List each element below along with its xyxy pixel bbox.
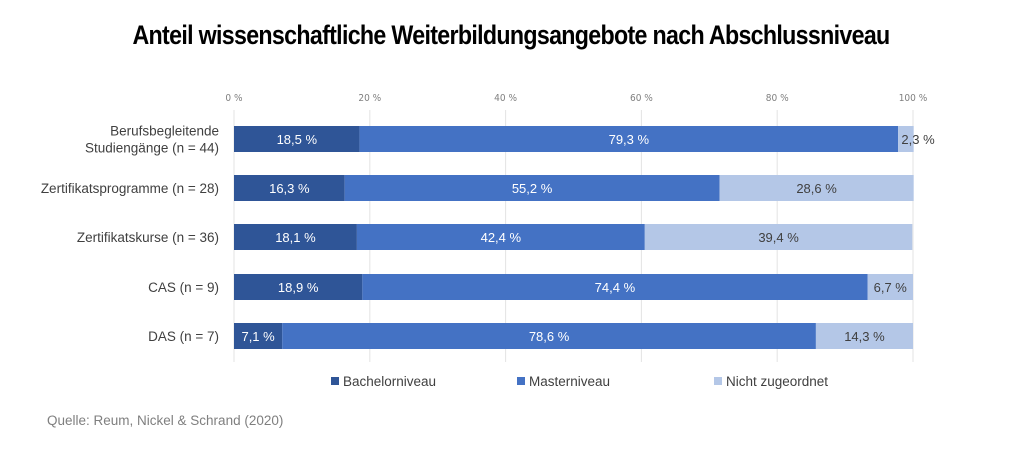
bar-segment-nicht-zugeordnet — [867, 274, 913, 300]
bar-segment-nicht-zugeordnet — [719, 175, 914, 201]
legend-label: Nicht zugeordnet — [726, 374, 828, 389]
category-label: Zertifikatskurse (n = 36) — [77, 230, 219, 245]
data-label: 39,4 % — [758, 230, 799, 245]
x-tick-label: 0 % — [225, 93, 243, 104]
data-label: 6,7 % — [874, 280, 908, 295]
legend-swatch — [331, 377, 339, 385]
legend-label: Bachelorniveau — [343, 374, 436, 389]
data-label: 42,4 % — [481, 230, 522, 245]
category-label: Zertifikatsprogramme (n = 28) — [41, 181, 219, 196]
data-label: 55,2 % — [512, 181, 553, 196]
bar-segment-nicht-zugeordnet — [815, 323, 913, 349]
bars — [234, 126, 914, 349]
category-labels: Berufsbegleitende Studiengänge (n = 44) Ze… — [41, 124, 219, 345]
data-labels: 18,5 % 79,3 % 2,3 % 16,3 % 55,2 % 28,6 % 18,1 … — [241, 132, 935, 344]
x-tick-label: 20 % — [358, 93, 381, 104]
data-label: 7,1 % — [241, 329, 275, 344]
bar-segment-masterniveau — [362, 274, 868, 300]
data-label: 14,3 % — [844, 329, 885, 344]
bar-segment-bachelorniveau — [234, 175, 345, 201]
category-label: CAS (n = 9) — [148, 280, 219, 295]
category-label: DAS (n = 7) — [148, 329, 219, 344]
bar-segment-bachelorniveau — [234, 323, 283, 349]
legend: Bachelorniveau Masterniveau Nicht zugeordn… — [331, 374, 828, 389]
x-tick-label: 40 % — [494, 93, 517, 104]
bar-segment-bachelorniveau — [234, 126, 360, 152]
bar-segment-masterniveau — [344, 175, 720, 201]
bar-segment-masterniveau — [282, 323, 816, 349]
bar-segment-masterniveau — [356, 224, 645, 250]
bar-segment-bachelorniveau — [234, 274, 363, 300]
data-label: 28,6 % — [796, 181, 837, 196]
data-label: 18,9 % — [278, 280, 319, 295]
data-label: 16,3 % — [269, 181, 310, 196]
data-label: 74,4 % — [595, 280, 636, 295]
x-tick-label: 80 % — [766, 93, 789, 104]
data-label: 18,1 % — [275, 230, 316, 245]
bar-segment-bachelorniveau — [234, 224, 357, 250]
category-label: Berufsbegleitende Studiengänge (n = 44) — [85, 124, 219, 156]
data-label: 79,3 % — [609, 132, 650, 147]
x-tick-label: 60 % — [630, 93, 653, 104]
chart-title: Anteil wissenschaftliche Weiterbildungsa… — [132, 20, 890, 50]
data-label: 18,5 % — [277, 132, 318, 147]
x-tick-label: 100 % — [899, 93, 928, 104]
source-note: Quelle: Reum, Nickel & Schrand (2020) — [47, 413, 284, 428]
x-axis-ticks: 0 % 20 % 40 % 60 % 80 % 100 % — [225, 93, 927, 104]
bar-segment-nicht-zugeordnet — [898, 126, 914, 152]
bar-segment-masterniveau — [359, 126, 899, 152]
legend-swatch — [517, 377, 525, 385]
legend-swatch — [714, 377, 722, 385]
bar-segment-nicht-zugeordnet — [644, 224, 913, 250]
data-label: 78,6 % — [529, 329, 570, 344]
legend-label: Masterniveau — [529, 374, 610, 389]
data-label: 2,3 % — [901, 132, 935, 147]
